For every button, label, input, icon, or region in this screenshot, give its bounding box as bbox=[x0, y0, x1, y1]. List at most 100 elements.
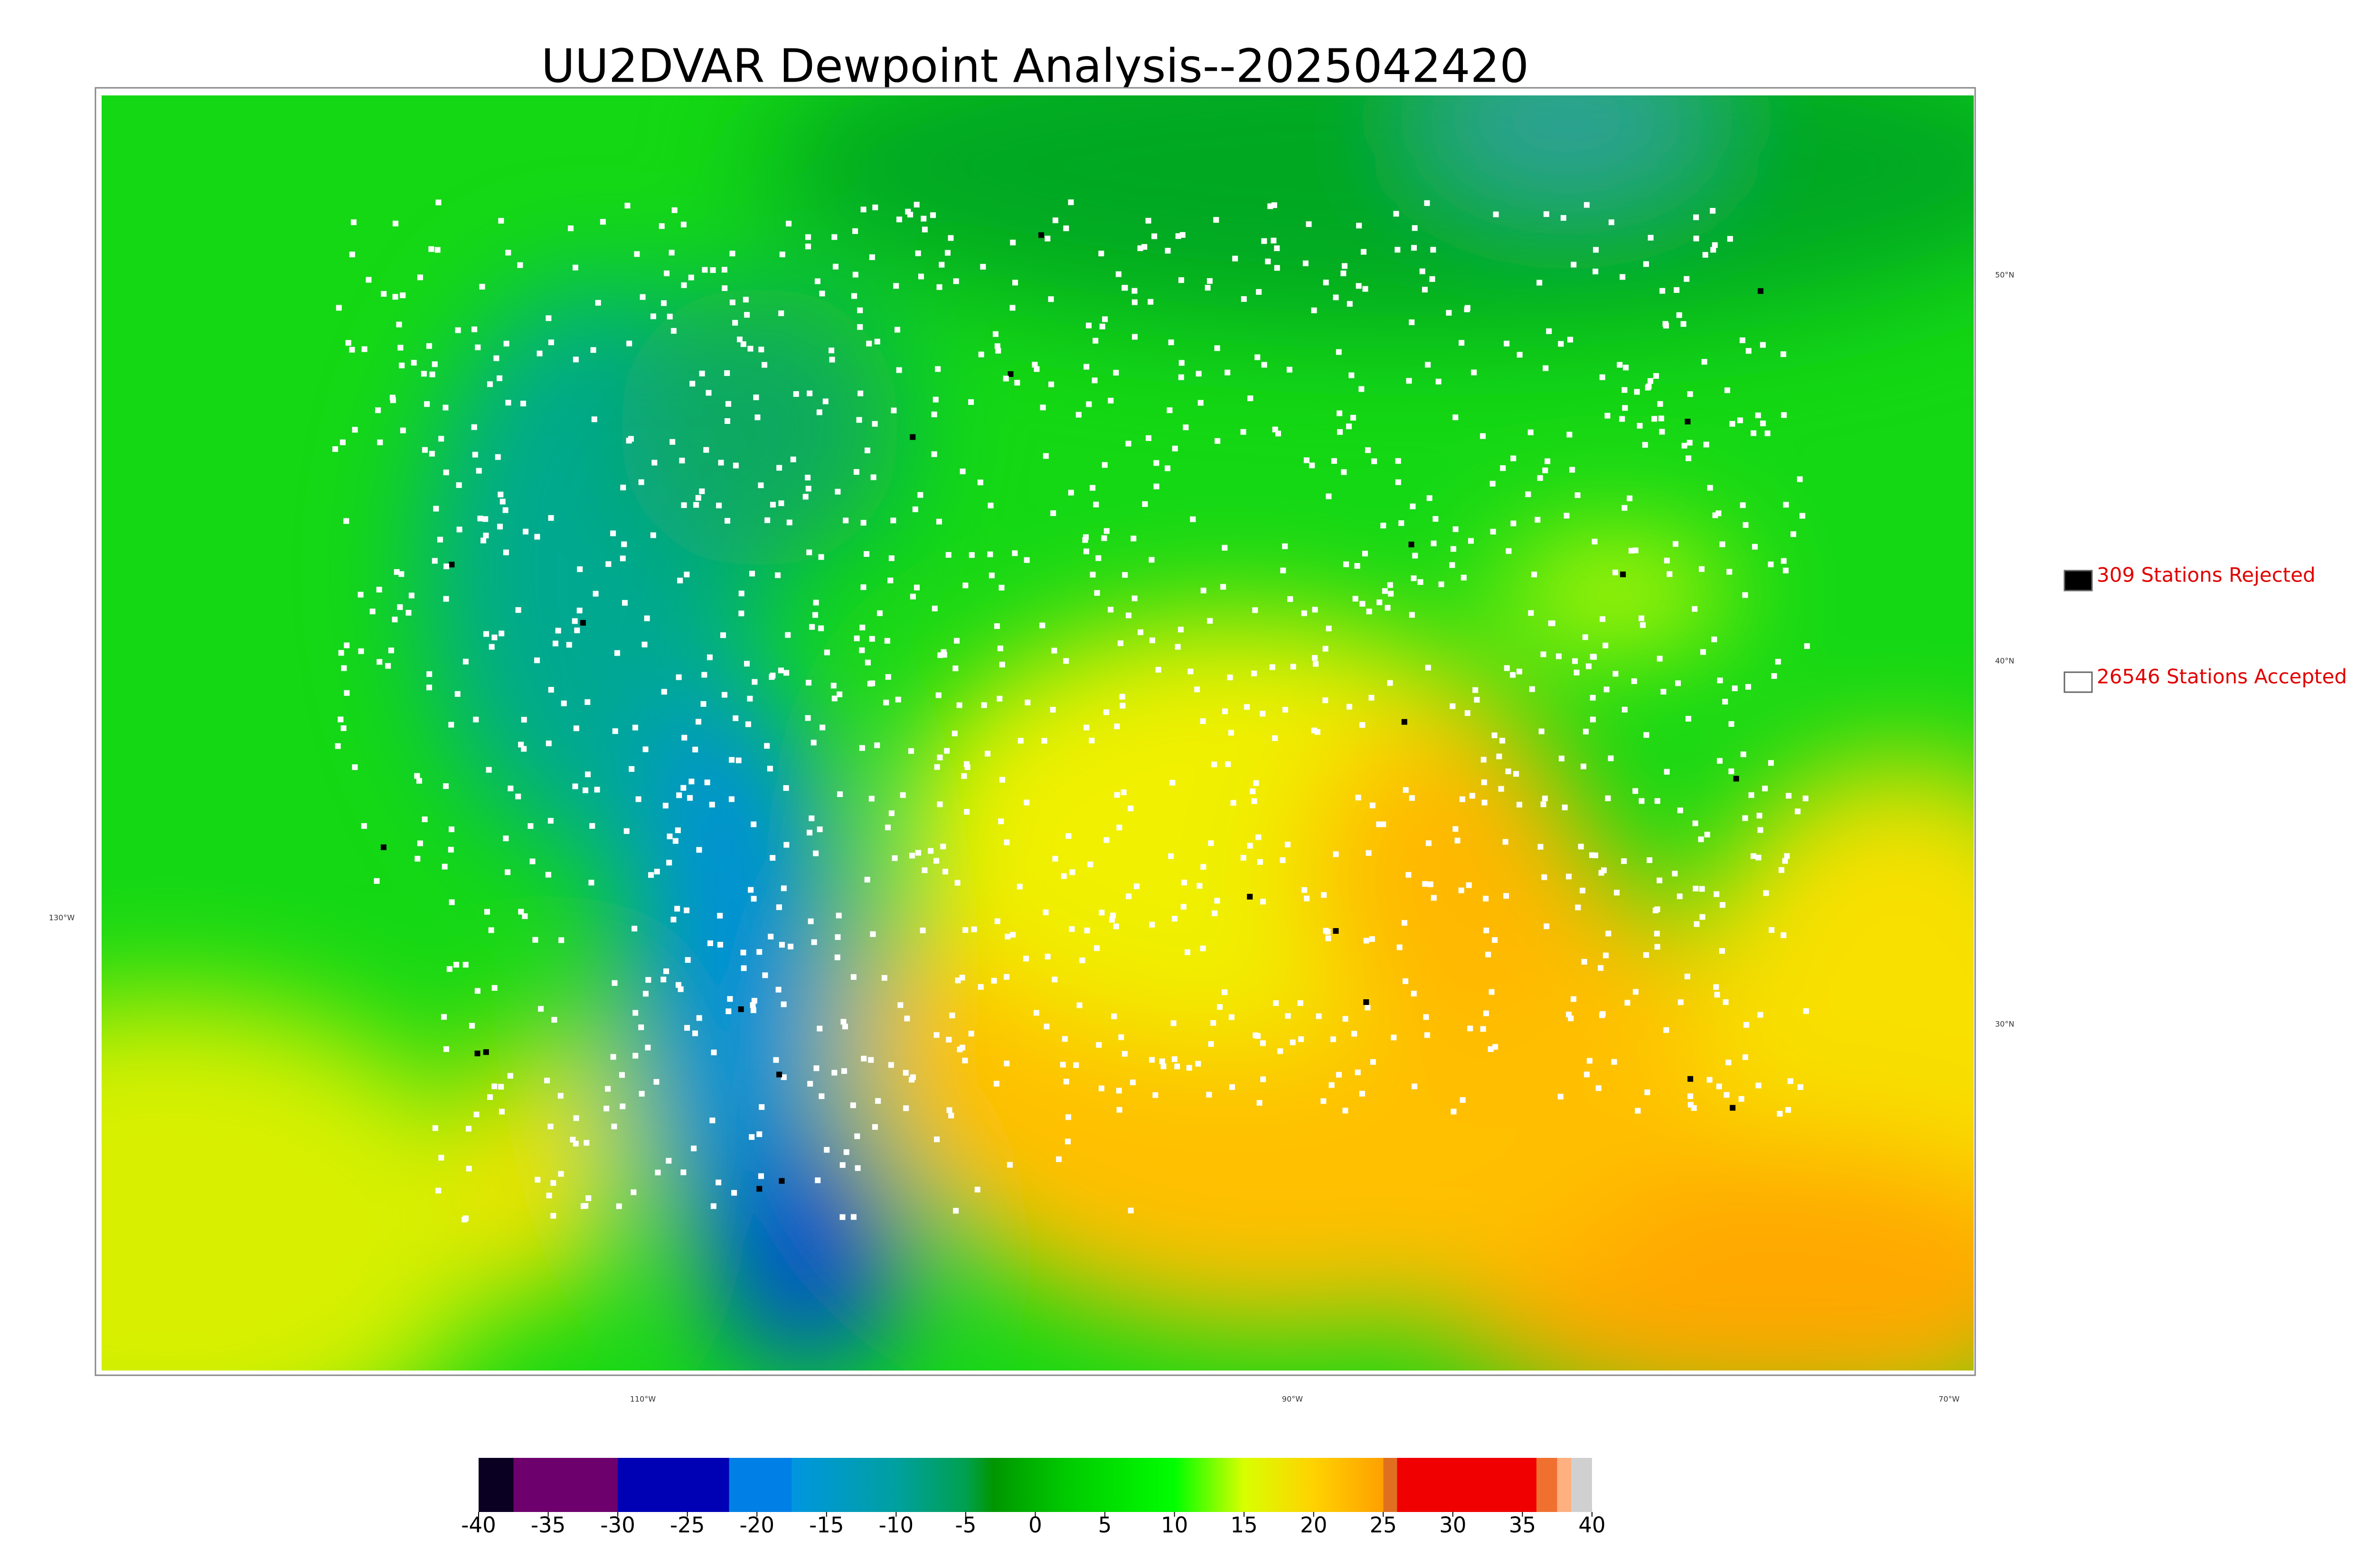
station-dot bbox=[724, 418, 730, 424]
station-dot bbox=[1713, 984, 1719, 990]
station-dot bbox=[977, 479, 983, 486]
station-dot bbox=[1733, 776, 1739, 782]
station-dot bbox=[1464, 305, 1470, 311]
station-dot bbox=[785, 632, 791, 638]
station-dot bbox=[1620, 274, 1626, 280]
station-dot bbox=[1560, 215, 1566, 221]
station-dot bbox=[611, 1123, 617, 1129]
station-dot bbox=[1643, 261, 1649, 267]
station-dot bbox=[807, 390, 813, 396]
station-dot bbox=[1365, 1005, 1371, 1011]
station-dot bbox=[1685, 715, 1691, 722]
station-dot bbox=[487, 381, 493, 387]
station-dot bbox=[692, 746, 698, 752]
station-dot bbox=[1109, 917, 1115, 923]
station-dot bbox=[1542, 795, 1548, 801]
station-dot bbox=[408, 592, 415, 599]
station-dot bbox=[920, 927, 926, 933]
station-dot bbox=[1362, 286, 1368, 292]
station-dot bbox=[817, 1025, 823, 1032]
station-dot bbox=[518, 909, 524, 915]
station-dot bbox=[1693, 235, 1699, 242]
station-dot bbox=[1108, 397, 1114, 404]
station-dot bbox=[729, 299, 735, 305]
station-dot bbox=[721, 267, 727, 273]
graticule-labels: 50°N 40°N 30°N 130°W 110°W 90°W 70°W bbox=[49, 271, 2015, 1404]
station-dot bbox=[1252, 607, 1258, 613]
station-dot bbox=[1121, 789, 1127, 796]
station-dot bbox=[1008, 371, 1014, 377]
station-dot bbox=[764, 517, 771, 523]
station-dot bbox=[1780, 351, 1787, 357]
station-dot bbox=[1599, 374, 1605, 380]
station-dot bbox=[422, 447, 428, 453]
station-dot bbox=[716, 502, 722, 508]
station-dot bbox=[580, 1203, 586, 1209]
station-dot bbox=[1087, 861, 1093, 867]
colorbar-tick-label: 40 bbox=[1578, 1512, 1605, 1538]
station-dot bbox=[1517, 801, 1523, 807]
station-dot bbox=[744, 312, 750, 318]
station-dot bbox=[1342, 1016, 1348, 1022]
station-dot bbox=[443, 1046, 450, 1052]
station-dot bbox=[1751, 430, 1757, 436]
station-dot bbox=[561, 700, 567, 706]
station-dot bbox=[1369, 802, 1375, 808]
station-dot bbox=[1422, 881, 1428, 887]
station-dot bbox=[1346, 423, 1352, 430]
station-dot bbox=[1780, 932, 1787, 938]
station-dot bbox=[1256, 289, 1262, 295]
station-dot bbox=[1323, 280, 1329, 286]
station-dot bbox=[837, 791, 843, 798]
station-dot bbox=[1667, 571, 1673, 577]
station-dot bbox=[1287, 596, 1293, 602]
station-dot bbox=[1160, 1063, 1167, 1070]
station-dot bbox=[1740, 502, 1746, 508]
station-dot bbox=[603, 1106, 610, 1112]
station-dot bbox=[1537, 844, 1544, 850]
station-dot bbox=[499, 630, 505, 637]
station-dot bbox=[930, 212, 936, 218]
station-dot bbox=[573, 1115, 579, 1121]
station-dot bbox=[1510, 672, 1516, 678]
station-dot bbox=[1033, 1010, 1039, 1016]
station-dot bbox=[1197, 400, 1204, 406]
station-dot bbox=[722, 285, 728, 291]
legend-label: 309 Stations Rejected bbox=[2097, 563, 2316, 587]
station-dot bbox=[887, 577, 894, 583]
station-dot bbox=[1330, 1036, 1336, 1042]
station-dot bbox=[944, 748, 950, 754]
station-dot bbox=[489, 644, 495, 650]
station-dot bbox=[377, 659, 383, 665]
station-dot bbox=[1680, 321, 1686, 327]
station-dot bbox=[380, 844, 386, 850]
station-dot bbox=[1771, 673, 1777, 679]
station-dot bbox=[1569, 467, 1575, 473]
station-dot bbox=[1732, 685, 1738, 691]
station-dot bbox=[692, 1030, 698, 1036]
station-dot bbox=[1542, 467, 1548, 473]
station-dot bbox=[786, 519, 792, 526]
station-dot bbox=[696, 1015, 702, 1021]
station-dot bbox=[663, 968, 669, 974]
station-dot bbox=[934, 764, 940, 770]
station-dot bbox=[1280, 857, 1286, 864]
station-dot bbox=[1208, 1041, 1214, 1047]
station-dot bbox=[1452, 826, 1459, 832]
station-dot bbox=[1527, 429, 1534, 435]
station-dot bbox=[1116, 1107, 1122, 1113]
station-dot bbox=[1430, 247, 1436, 253]
station-dot bbox=[968, 399, 974, 405]
station-dot bbox=[816, 409, 822, 415]
station-dot bbox=[1356, 283, 1362, 289]
station-dot bbox=[945, 250, 951, 256]
station-dot bbox=[721, 692, 727, 698]
station-dot bbox=[1065, 1138, 1071, 1145]
station-dot bbox=[547, 1123, 554, 1129]
station-dot bbox=[933, 396, 939, 403]
station-dot bbox=[751, 998, 757, 1004]
station-dot bbox=[1639, 798, 1645, 804]
station-dot bbox=[557, 1093, 564, 1099]
station-dot bbox=[1065, 1114, 1071, 1120]
station-dot bbox=[1419, 268, 1425, 274]
